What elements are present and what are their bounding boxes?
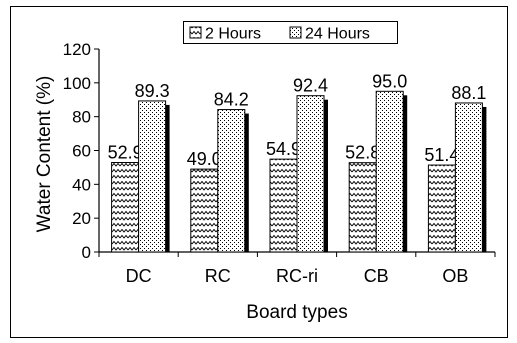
- y-tick-label: 80: [72, 108, 91, 127]
- data-label: 92.4: [293, 76, 328, 96]
- bar-series-1: [269, 158, 298, 253]
- bar-series-2: [296, 95, 325, 253]
- data-label: 52.9: [108, 143, 143, 163]
- x-tick-label: DC: [126, 266, 152, 286]
- bar-series-1: [348, 162, 377, 253]
- data-label: 95.0: [372, 71, 407, 91]
- bar-series-2: [454, 102, 483, 253]
- bar-shadow: [244, 113, 249, 252]
- bar-series-2: [375, 90, 404, 253]
- bar-shadow: [165, 104, 170, 252]
- bar-series-1: [190, 168, 219, 253]
- y-axis-title: Water Content (%): [34, 76, 55, 233]
- data-label: 51.4: [424, 145, 459, 165]
- data-label: 88.1: [451, 83, 486, 103]
- data-label: 49.0: [187, 149, 222, 169]
- y-tick-label: 20: [72, 209, 91, 228]
- bar-shadow: [403, 95, 408, 253]
- x-tick-label: OB: [442, 266, 468, 286]
- legend-label-series-2: 24 Hours: [305, 26, 370, 43]
- legend: 2 Hours 24 Hours: [183, 21, 398, 44]
- y-tick-label: 100: [63, 74, 91, 93]
- data-label: 54.9: [266, 139, 301, 159]
- y-tick-label: 40: [72, 175, 91, 194]
- x-tick-label: CB: [364, 266, 389, 286]
- bar-series-1: [111, 162, 140, 253]
- x-tick-label: RC: [205, 266, 231, 286]
- legend-swatch-series-2: [289, 26, 302, 39]
- bar-series-1: [427, 164, 456, 253]
- bar-shadow: [482, 106, 487, 252]
- bar-shadow: [324, 99, 328, 252]
- x-axis-title: Board types: [246, 302, 347, 323]
- data-label: 89.3: [135, 81, 170, 101]
- bar-series-2: [138, 100, 167, 253]
- y-tick-label: 60: [72, 142, 91, 161]
- chart-frame: [10, 6, 508, 338]
- y-tick-label: 120: [63, 40, 91, 59]
- plot-area: 0 20 40 60 80 100 120 52.9 89.3 DC 49.0 84.2 RC 54.9 9…: [63, 40, 496, 286]
- legend-swatch-series-1: [189, 26, 202, 39]
- y-tick-label: 0: [82, 243, 91, 262]
- bar-series-2: [217, 109, 246, 253]
- x-tick-label: RC-ri: [276, 266, 318, 286]
- legend-label-series-1: 2 Hours: [205, 26, 261, 43]
- data-label: 52.8: [345, 143, 380, 163]
- data-label: 84.2: [214, 90, 249, 110]
